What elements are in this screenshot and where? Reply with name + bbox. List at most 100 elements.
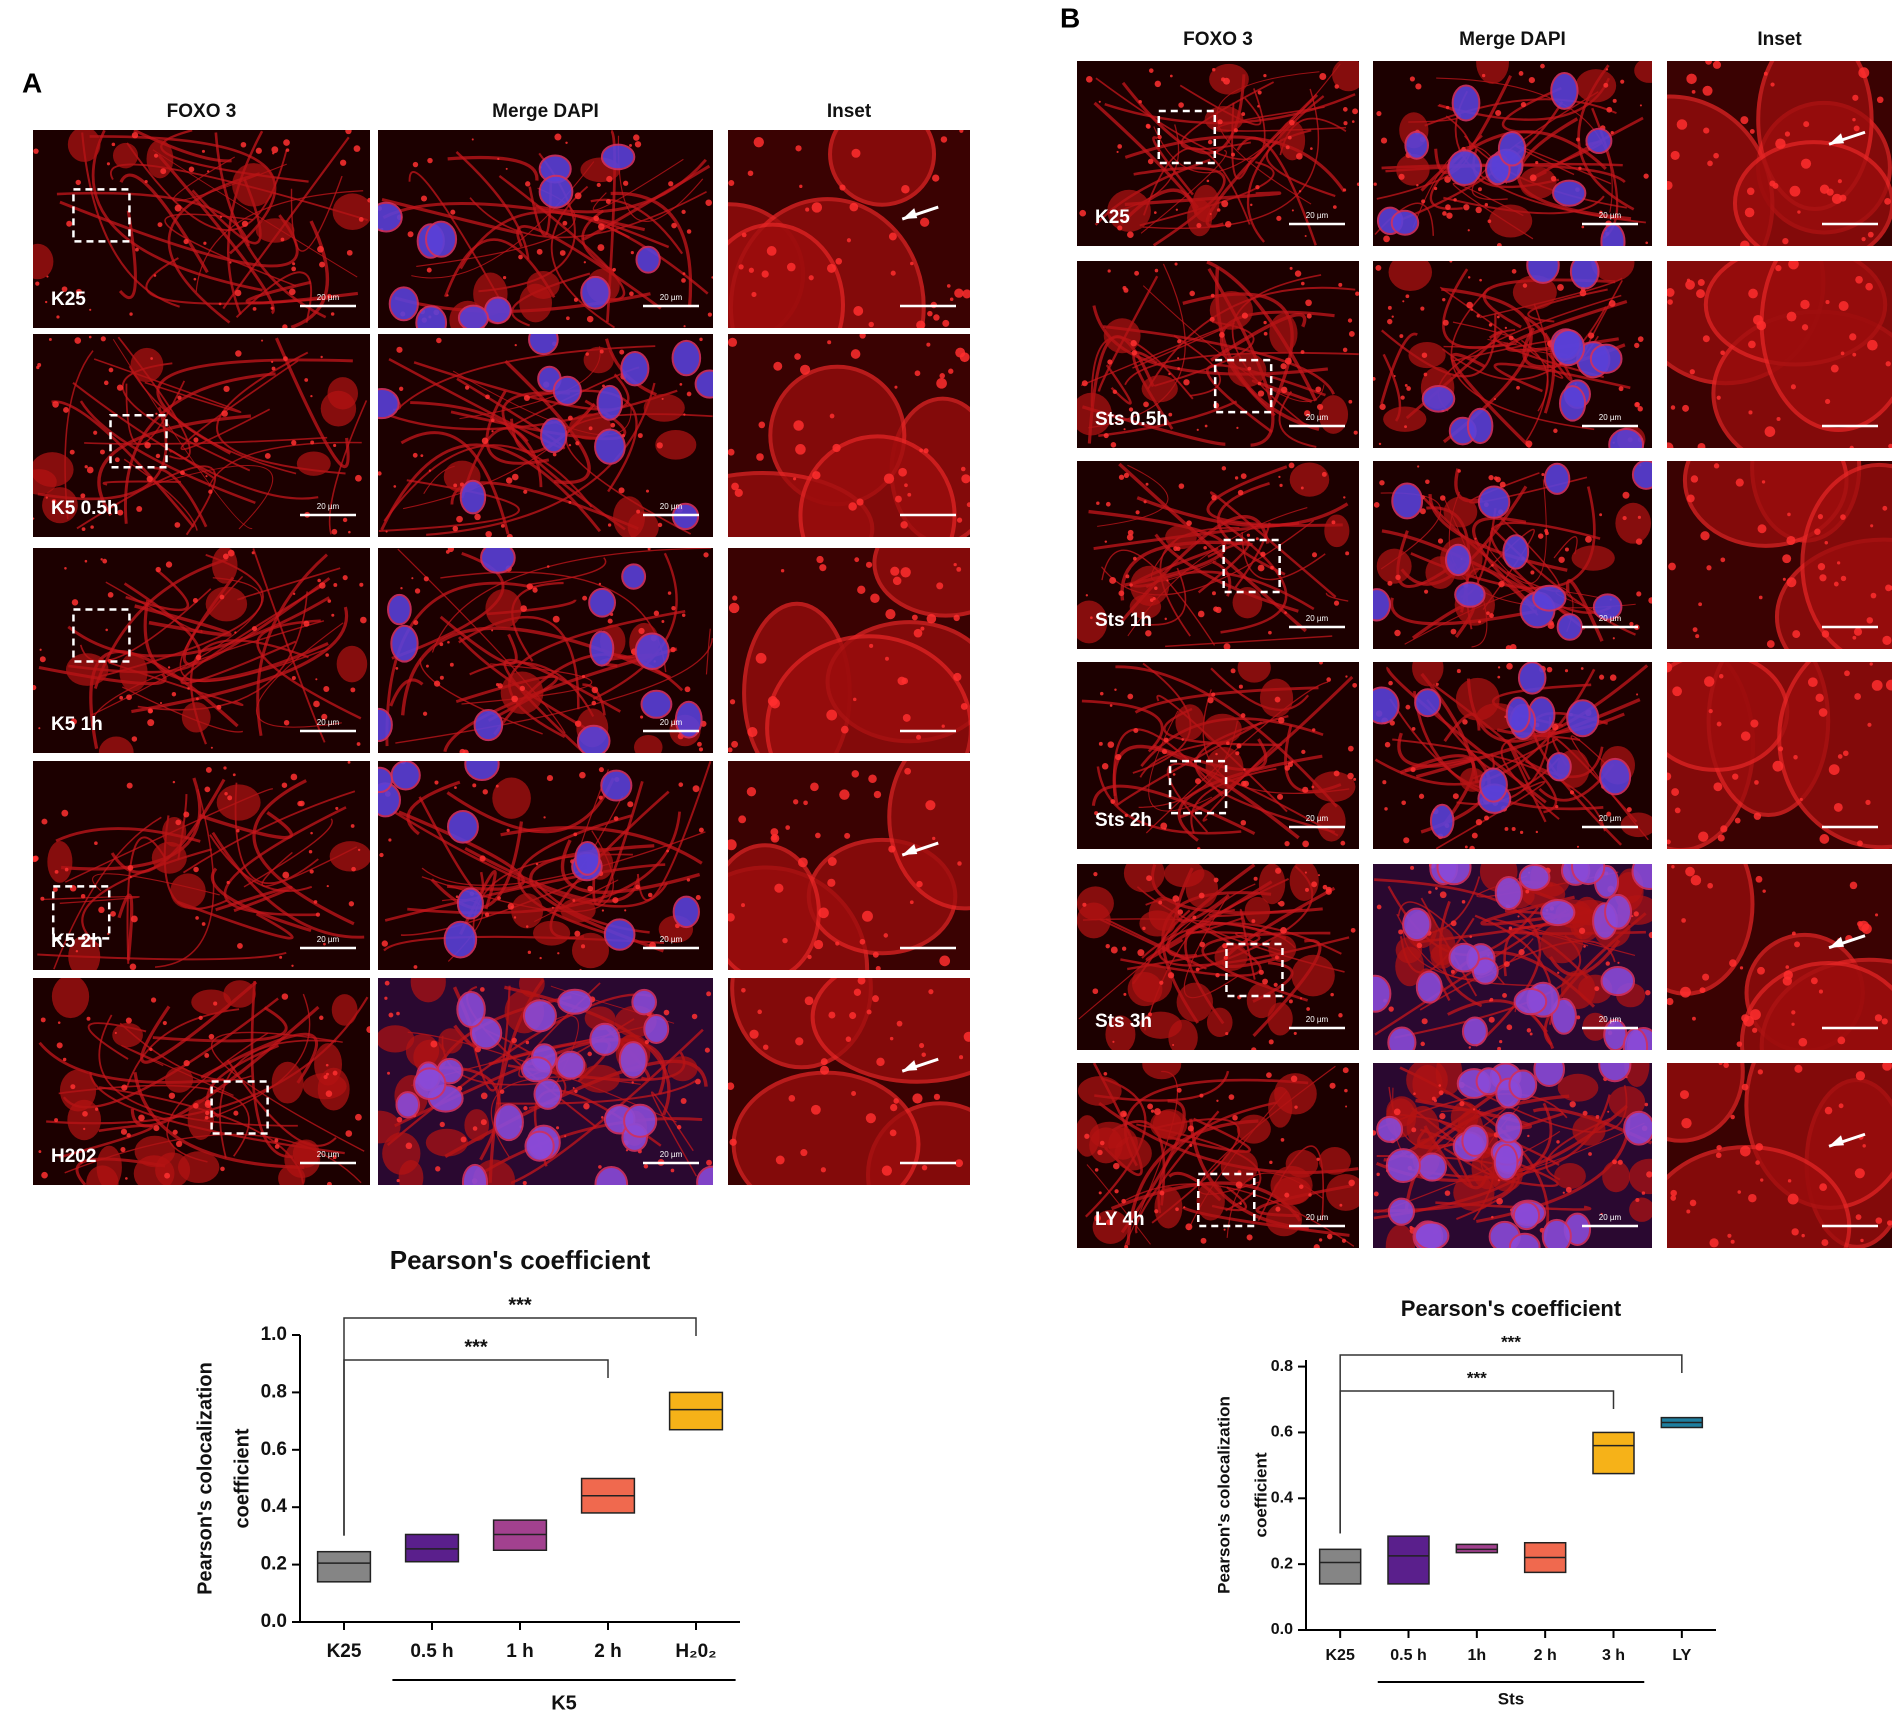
puncta — [193, 866, 199, 873]
nucleus — [540, 417, 568, 454]
puncta — [1284, 841, 1290, 847]
puncta — [1121, 1198, 1126, 1204]
puncta — [749, 1029, 759, 1039]
puncta — [612, 897, 619, 904]
puncta — [1263, 320, 1267, 325]
puncta — [582, 595, 588, 601]
puncta — [1284, 1192, 1290, 1198]
puncta — [1825, 300, 1830, 305]
cell-body — [146, 139, 174, 179]
puncta — [1600, 1212, 1603, 1216]
cell-body — [887, 761, 970, 911]
puncta — [1131, 350, 1137, 356]
micrograph — [1077, 864, 1359, 1050]
x-tick-label: 2 h — [1534, 1647, 1557, 1664]
puncta — [955, 1159, 964, 1168]
puncta — [1417, 465, 1420, 468]
puncta — [1154, 586, 1158, 591]
puncta — [574, 192, 582, 200]
puncta — [204, 786, 211, 793]
puncta — [1720, 557, 1726, 563]
puncta — [1520, 101, 1527, 108]
cell-body — [212, 548, 238, 584]
puncta — [916, 734, 922, 740]
puncta — [1692, 627, 1698, 633]
puncta — [1442, 297, 1446, 302]
puncta — [1278, 717, 1285, 724]
nucleus — [1477, 485, 1511, 519]
puncta — [232, 773, 236, 777]
puncta — [70, 718, 77, 725]
puncta — [1484, 203, 1489, 207]
puncta — [1717, 834, 1725, 842]
puncta — [1163, 737, 1169, 743]
puncta — [1344, 1088, 1348, 1093]
micrograph — [1077, 61, 1359, 246]
puncta — [1278, 900, 1285, 907]
scale-label: 20 µm — [1599, 1213, 1622, 1222]
puncta — [227, 549, 235, 557]
puncta — [1824, 541, 1829, 545]
puncta — [1782, 577, 1786, 581]
puncta — [728, 448, 735, 456]
puncta — [875, 965, 881, 970]
puncta — [388, 1012, 394, 1018]
cell-body — [68, 935, 101, 970]
neurite — [64, 788, 273, 883]
puncta — [591, 700, 597, 706]
puncta — [607, 523, 612, 527]
puncta — [1260, 551, 1266, 557]
puncta — [40, 896, 45, 901]
micrograph — [728, 761, 970, 970]
puncta — [1127, 231, 1134, 239]
puncta — [290, 773, 298, 781]
puncta — [1741, 1014, 1750, 1023]
puncta — [583, 261, 586, 264]
nucleus — [1373, 588, 1391, 622]
puncta — [1530, 570, 1535, 575]
puncta — [1540, 63, 1545, 69]
puncta — [1583, 945, 1586, 948]
puncta — [1493, 476, 1498, 481]
puncta — [786, 262, 796, 272]
puncta — [1098, 741, 1103, 746]
neurite — [1134, 1110, 1220, 1234]
puncta — [1497, 1179, 1500, 1182]
puncta — [1107, 269, 1111, 273]
puncta — [172, 780, 176, 784]
puncta — [52, 887, 58, 893]
puncta — [1217, 119, 1223, 125]
cell-body — [181, 702, 211, 733]
scale-label: 20 µm — [317, 502, 340, 511]
puncta — [815, 832, 821, 839]
nucleus — [1495, 1111, 1523, 1144]
puncta — [1459, 1101, 1465, 1107]
puncta — [1410, 865, 1415, 870]
puncta — [1741, 1083, 1749, 1091]
puncta — [667, 591, 672, 595]
cell-body — [464, 1109, 490, 1142]
puncta — [1290, 1075, 1298, 1083]
puncta — [1639, 104, 1642, 107]
puncta — [1791, 1228, 1799, 1236]
puncta — [433, 680, 441, 687]
neurite — [1179, 84, 1262, 126]
puncta — [1172, 1043, 1175, 1046]
puncta — [499, 1089, 505, 1094]
puncta — [948, 368, 954, 374]
puncta — [747, 170, 754, 177]
puncta — [157, 222, 163, 228]
micrograph — [1667, 662, 1892, 849]
neurite — [1241, 532, 1326, 581]
neurite — [398, 345, 656, 409]
puncta — [1442, 211, 1447, 216]
cell-body — [1148, 896, 1179, 931]
micrograph — [728, 130, 970, 328]
scale-label: 20 µm — [1306, 211, 1329, 220]
puncta — [1241, 112, 1246, 116]
puncta — [345, 130, 352, 135]
puncta — [465, 385, 470, 390]
puncta — [552, 615, 560, 623]
puncta — [37, 363, 42, 367]
puncta — [108, 367, 114, 373]
